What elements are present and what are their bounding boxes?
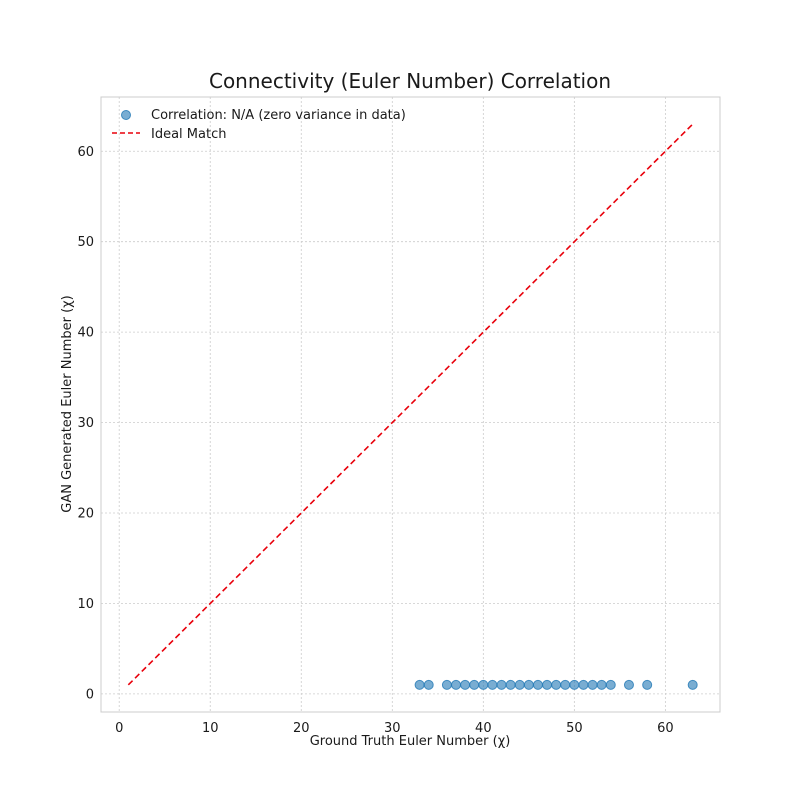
scatter-point	[542, 679, 553, 690]
scatter-point	[496, 679, 507, 690]
y-tick-label: 50	[77, 235, 94, 250]
scatter-point	[414, 679, 425, 690]
scatter-point	[505, 679, 516, 690]
chart-title: Connectivity (Euler Number) Correlation	[209, 69, 611, 93]
y-tick-label: 60	[77, 145, 94, 160]
y-tick-label: 40	[77, 326, 94, 341]
x-tick-label: 50	[566, 721, 583, 736]
y-tick-label: 10	[77, 597, 94, 612]
x-axis-label: Ground Truth Euler Number (χ)	[310, 734, 511, 749]
scatter-point	[687, 679, 698, 690]
y-tick-label: 30	[77, 416, 94, 431]
x-tick-label: 20	[293, 721, 310, 736]
x-tick-label: 60	[657, 721, 674, 736]
scatter-point	[460, 679, 471, 690]
scatter-point	[478, 679, 489, 690]
scatter-point	[623, 679, 634, 690]
legend: Correlation: N/A (zero variance in data)…	[112, 108, 406, 142]
scatter-point	[514, 679, 525, 690]
legend-label-scatter: Correlation: N/A (zero variance in data)	[151, 108, 406, 123]
plot-frame	[100, 96, 721, 713]
series-layer	[127, 123, 698, 690]
scatter-point	[642, 679, 653, 690]
x-tick-label: 0	[115, 721, 123, 736]
scatter-point	[587, 679, 598, 690]
scatter-point	[596, 679, 607, 690]
scatter-point	[605, 679, 616, 690]
legend-marker-scatter	[121, 110, 131, 120]
scatter-point	[532, 679, 543, 690]
scatter-point	[551, 679, 562, 690]
scatter-point	[523, 679, 534, 690]
scatter-point	[423, 679, 434, 690]
grid	[101, 97, 720, 712]
legend-label-ideal: Ideal Match	[151, 127, 226, 142]
scatter-point	[441, 679, 452, 690]
scatter-point	[578, 679, 589, 690]
x-tick-label: 40	[475, 721, 492, 736]
x-tick-label: 10	[202, 721, 219, 736]
scatter-point	[560, 679, 571, 690]
scatter-point	[451, 679, 462, 690]
tick-labels: 0 10 20 30 40 50 60 0 10 20 30 40 50 60	[77, 145, 673, 736]
scatter-point	[487, 679, 498, 690]
ideal-match-line	[127, 123, 694, 686]
scatter-point	[469, 679, 480, 690]
scatter-point	[569, 679, 580, 690]
y-axis-label: GAN Generated Euler Number (χ)	[60, 295, 75, 512]
y-tick-label: 20	[77, 507, 94, 522]
x-tick-label: 30	[384, 721, 401, 736]
y-tick-label: 0	[86, 687, 94, 702]
